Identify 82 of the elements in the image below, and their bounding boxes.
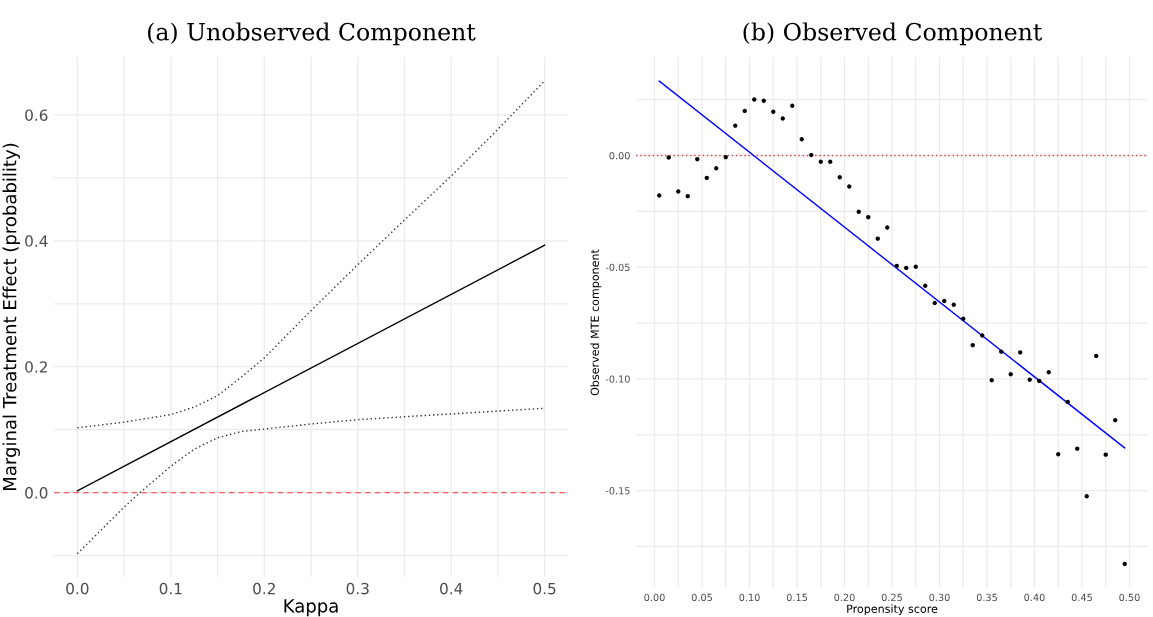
point	[685, 193, 690, 199]
x-tick-label: 0.2	[253, 582, 275, 595]
point	[695, 156, 700, 162]
point	[847, 184, 852, 189]
point	[657, 193, 662, 198]
point	[1103, 452, 1108, 457]
point	[932, 300, 937, 306]
y-tick-label: -0.05	[605, 263, 630, 272]
y-axis-title: Observed MTE component	[590, 249, 602, 396]
point	[1113, 418, 1118, 423]
x-tick-label: 0.10	[739, 593, 760, 602]
point	[714, 166, 719, 171]
x-tick-label: 0.1	[159, 582, 182, 595]
point	[1075, 446, 1080, 451]
y-tick-label: -0.15	[605, 487, 630, 495]
point	[1027, 377, 1032, 382]
x-tick-label: 0.25	[881, 593, 902, 602]
point	[1122, 561, 1127, 567]
point	[866, 214, 871, 220]
x-tick-label: 0.0	[66, 582, 89, 595]
point	[837, 174, 842, 180]
point	[923, 283, 928, 288]
point	[733, 123, 738, 128]
point	[856, 209, 861, 215]
point	[894, 263, 899, 269]
point	[752, 97, 757, 102]
point	[1094, 353, 1099, 359]
point	[790, 103, 795, 108]
point	[904, 265, 909, 271]
x-tick-label: 0.40	[1024, 593, 1045, 602]
x-tick-label: 0.45	[1071, 593, 1092, 602]
x-tick-label: 0.00	[644, 593, 665, 602]
point	[989, 378, 994, 383]
point	[1046, 370, 1051, 375]
y-tick-label: 0.6	[25, 109, 48, 121]
x-axis-title: Kappa	[284, 599, 338, 617]
point	[742, 108, 747, 114]
x-tick-label: 0.50	[1119, 593, 1140, 602]
point	[1008, 372, 1013, 377]
y-tick-label: -0.10	[605, 375, 630, 383]
point	[1065, 399, 1070, 405]
point	[771, 109, 776, 114]
point	[885, 225, 890, 230]
point	[942, 298, 947, 304]
point	[980, 333, 985, 338]
point	[961, 316, 966, 322]
point	[761, 98, 766, 103]
chart-title: (b) Observed Component	[743, 22, 1043, 46]
point	[828, 159, 833, 164]
y-tick-label: 0.2	[25, 361, 47, 373]
x-tick-label: 0.05	[691, 593, 712, 602]
point	[723, 154, 728, 160]
x-tick-label: 0.35	[976, 593, 997, 602]
point	[676, 189, 681, 194]
point	[1037, 378, 1042, 384]
y-axis-title: Marginal Treatment Effect (probability)	[2, 143, 20, 490]
point	[780, 116, 785, 121]
point	[1018, 350, 1023, 355]
line-series	[76, 407, 546, 555]
point	[970, 342, 975, 348]
x-tick-label: 0.3	[346, 582, 369, 595]
y-tick-label: 0.0	[25, 487, 48, 499]
point	[799, 137, 804, 142]
point	[1056, 451, 1061, 457]
x-tick-label: 0.4	[440, 582, 463, 595]
x-tick-label: 0.15	[786, 593, 807, 602]
y-tick-label: 0.4	[25, 235, 48, 247]
point	[875, 236, 880, 241]
point	[999, 349, 1004, 354]
point	[704, 175, 709, 181]
point	[666, 155, 671, 160]
point	[1084, 493, 1089, 499]
chart-title: (a) Unobserved Component	[148, 22, 476, 46]
x-tick-label: 0.20	[834, 593, 855, 602]
point	[913, 264, 918, 269]
line-series	[76, 80, 546, 429]
x-tick-label: 0.30	[929, 593, 950, 602]
x-tick-label: 0.5	[533, 582, 556, 595]
y-tick-label: 0.00	[609, 151, 630, 160]
x-axis-title: Propensity score	[847, 604, 938, 616]
point	[809, 152, 814, 158]
point	[818, 159, 823, 164]
